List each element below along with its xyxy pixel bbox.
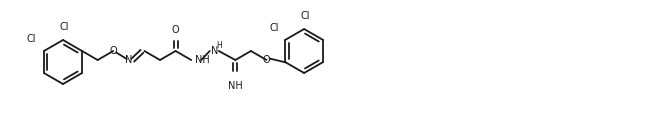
Text: O: O bbox=[110, 46, 117, 56]
Text: NH: NH bbox=[228, 81, 243, 91]
Text: Cl: Cl bbox=[27, 34, 36, 44]
Text: O: O bbox=[263, 55, 271, 65]
Text: N: N bbox=[211, 46, 219, 56]
Text: N: N bbox=[125, 55, 132, 65]
Text: NH: NH bbox=[195, 55, 210, 65]
Text: O: O bbox=[172, 25, 179, 35]
Text: Cl: Cl bbox=[300, 11, 310, 21]
Text: Cl: Cl bbox=[59, 22, 69, 32]
Text: Cl: Cl bbox=[269, 23, 279, 33]
Text: H: H bbox=[216, 42, 222, 51]
